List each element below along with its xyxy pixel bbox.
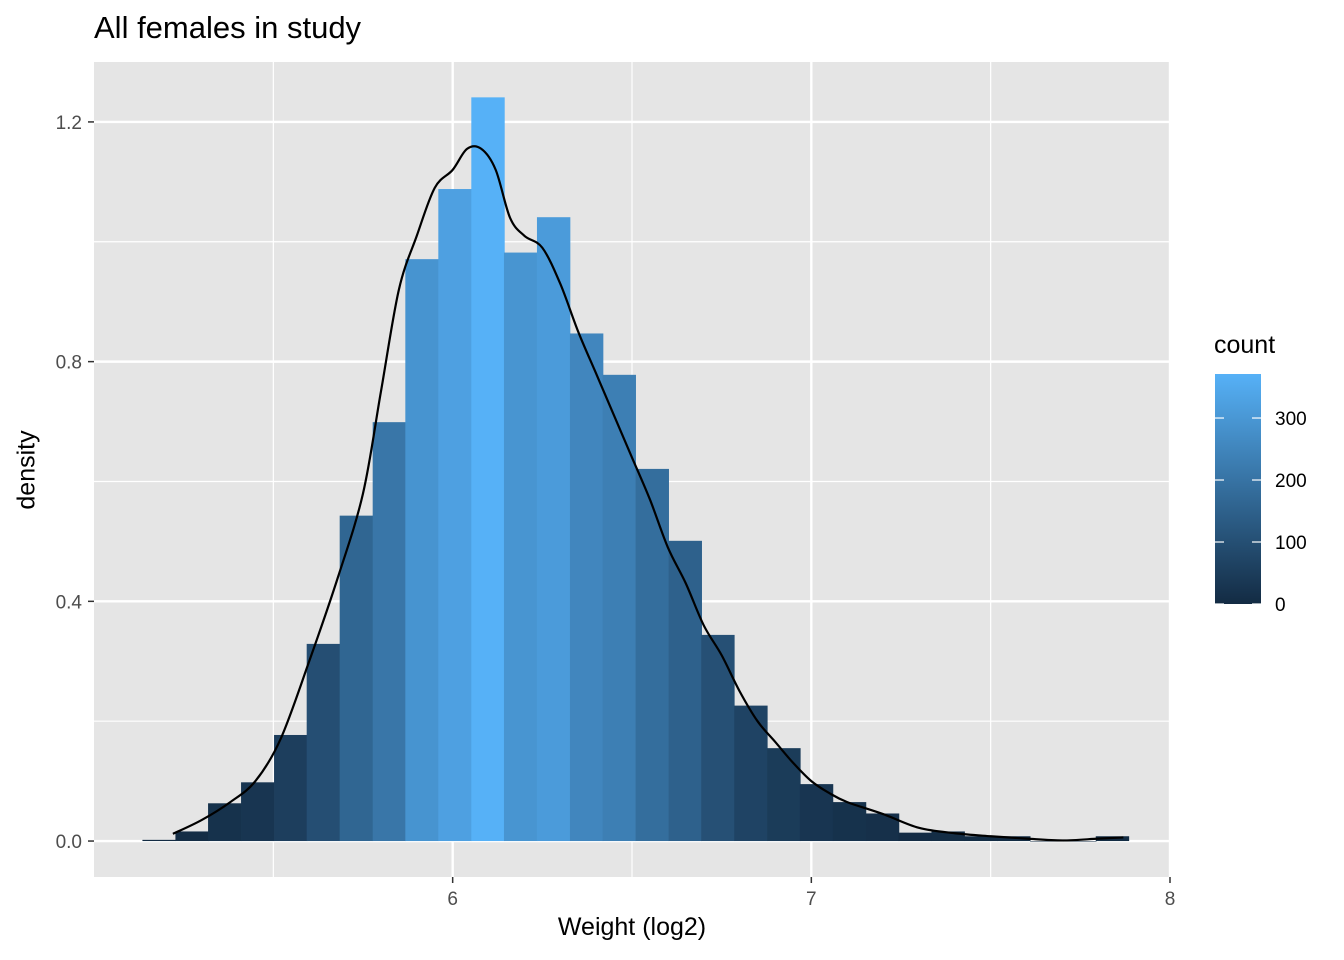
histogram-bar [668, 540, 702, 842]
histogram-bars [142, 97, 1130, 842]
x-tick-label: 6 [447, 889, 458, 910]
legend-tick-label: 100 [1275, 533, 1307, 554]
histogram-bar [799, 784, 834, 842]
histogram-bar [503, 252, 538, 842]
y-tick-label: 0.0 [56, 832, 82, 853]
histogram-bar [931, 831, 965, 842]
histogram-bar [471, 97, 505, 842]
histogram-bar [274, 734, 308, 842]
density-curve [172, 145, 1124, 842]
histogram-bar [767, 748, 801, 842]
x-tick-label: 8 [1165, 889, 1176, 910]
histogram-bar [241, 782, 275, 842]
legend-tick-label: 200 [1275, 471, 1307, 492]
y-axis: 0.0 0.4 0.8 1.2 [56, 113, 94, 853]
histogram-bar [372, 422, 407, 842]
histogram-bar [602, 374, 636, 842]
histogram-bar [569, 333, 604, 842]
histogram-bar [832, 802, 867, 842]
y-tick-label: 0.8 [56, 353, 82, 374]
y-tick-label: 1.2 [56, 113, 82, 134]
legend-tick-label: 0 [1275, 595, 1286, 616]
color-legend: 0 100 200 300 [1215, 374, 1307, 616]
histogram-bar [175, 831, 209, 842]
y-axis-label: density [12, 430, 41, 510]
histogram-bar [405, 259, 439, 842]
y-tick-label: 0.4 [56, 592, 83, 613]
legend-colorbar [1215, 374, 1261, 604]
histogram-bar [306, 643, 341, 842]
histogram-bar [1030, 841, 1064, 842]
x-tick-label: 7 [806, 889, 817, 910]
chart-title: All females in study [94, 10, 362, 45]
x-axis-label: Weight (log2) [557, 913, 707, 941]
histogram-bar [701, 634, 735, 842]
histogram-bar [339, 515, 374, 842]
histogram-bar [964, 836, 998, 842]
histogram-bar [142, 839, 176, 842]
histogram-bar [1063, 841, 1097, 842]
histogram-bar [734, 705, 768, 842]
histogram-bar [635, 468, 669, 842]
histogram-bar [208, 803, 242, 842]
legend-title: count [1214, 331, 1276, 359]
histogram-bar [898, 832, 932, 842]
x-axis: 6 7 8 [447, 877, 1175, 910]
histogram-bar [536, 217, 571, 842]
density-curve-line [172, 145, 1124, 842]
histogram-bar [438, 189, 472, 842]
legend-tick-label: 300 [1275, 409, 1307, 430]
